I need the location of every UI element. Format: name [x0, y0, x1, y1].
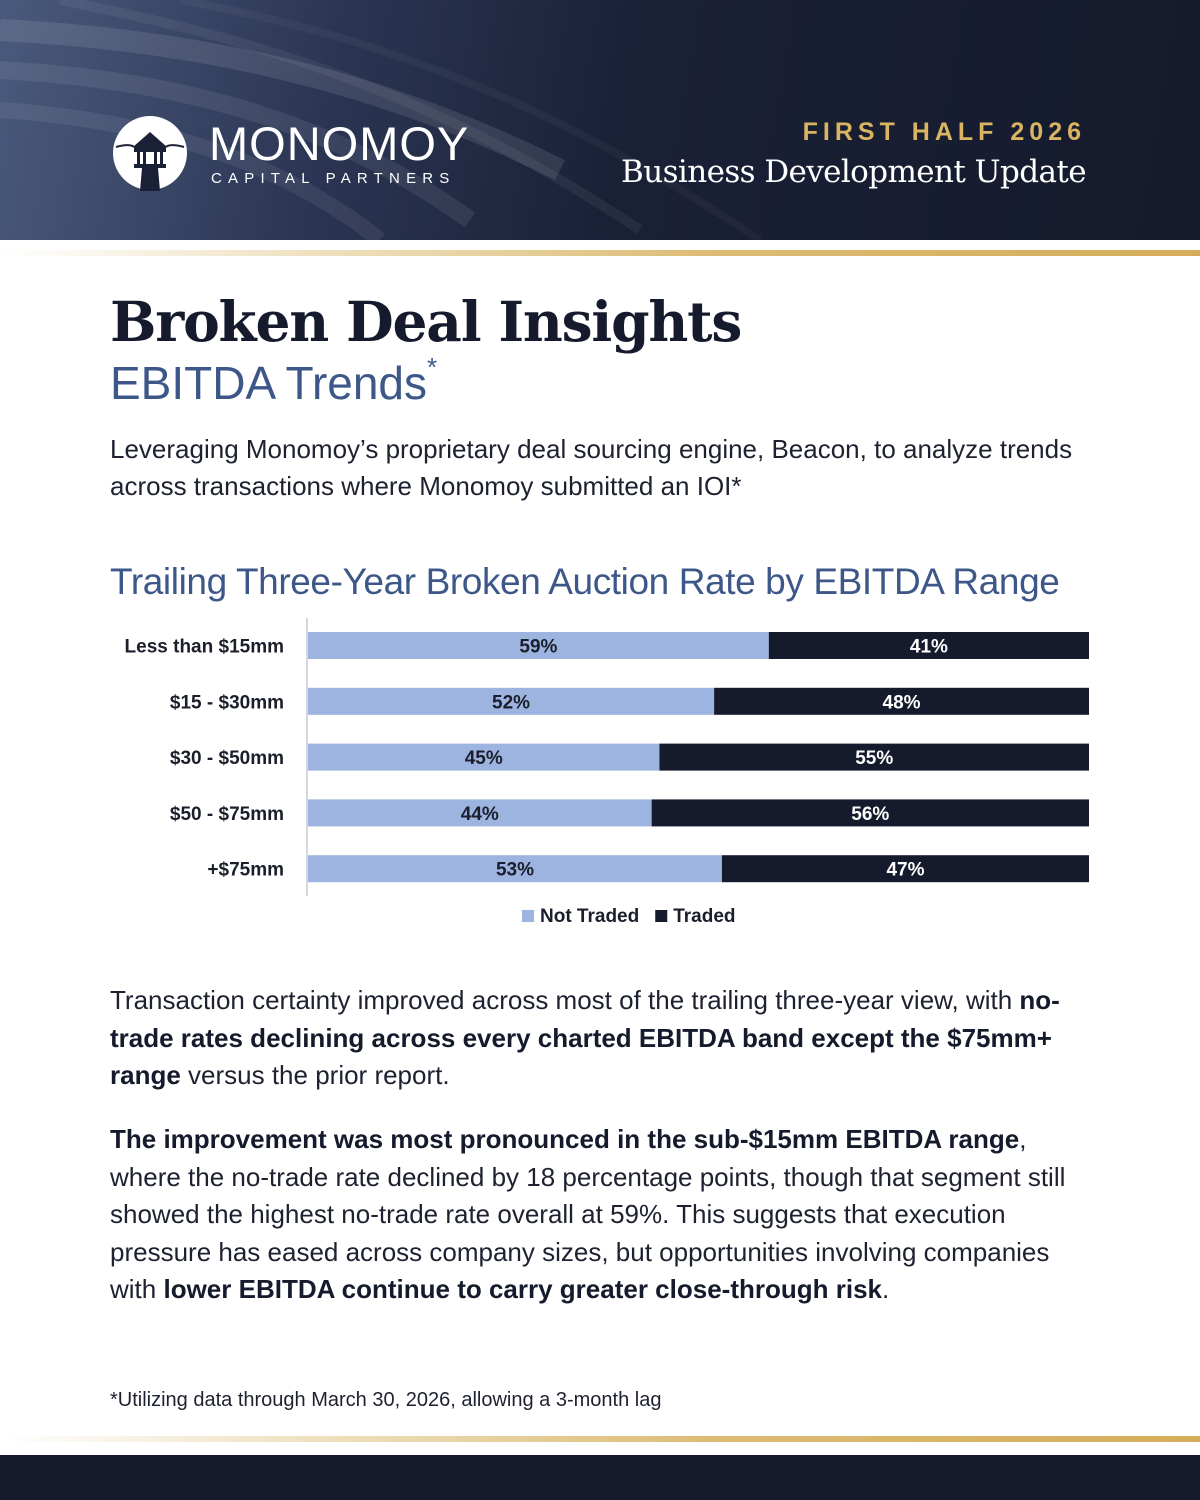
data-label: 44%: [461, 804, 499, 825]
bar-segment-not-traded: [308, 632, 769, 659]
lighthouse-logo-icon: [113, 116, 187, 191]
broken-auction-chart: Less than $15mm 59% 41% $15 - $30mm 52% 48% $3…: [0, 610, 1200, 950]
data-label: 53%: [496, 860, 534, 881]
body-paragraph-1: Transaction certainty improved across mo…: [110, 982, 1100, 1095]
bar-segment-traded: [651, 799, 1089, 827]
emphasis-text: no-trade rates declining across every ch…: [110, 985, 1060, 1090]
page-subtitle-text: EBITDA Trends: [110, 357, 428, 409]
body-text-segment: versus the prior report.: [180, 1060, 450, 1090]
intro-paragraph: Leveraging Monomoy’s proprietary deal so…: [110, 434, 1073, 501]
legend-label: Not Traded: [540, 906, 639, 927]
legend-swatch: [655, 910, 668, 922]
emphasis-text: lower EBITDA continue to carry greater c…: [163, 1274, 882, 1304]
legend-swatch: [522, 910, 534, 922]
data-label: 48%: [883, 692, 921, 713]
page-subtitle: EBITDA Trends*: [110, 352, 437, 410]
footnote: *Utilizing data through March 30, 2026, …: [110, 1389, 662, 1411]
bar-segment-traded: [768, 632, 1089, 659]
bar-segment-not-traded: [308, 855, 722, 883]
data-label: 55%: [855, 748, 893, 769]
body-text-segment: , where the no-trade rate declined by 18…: [110, 1124, 1066, 1304]
gold-divider-bottom: [0, 1436, 1200, 1442]
data-label: 56%: [851, 804, 889, 825]
bar-segment-not-traded: [308, 743, 660, 771]
category-label: Less than $15mm: [125, 637, 284, 658]
data-label: 47%: [886, 860, 924, 881]
report-title: Business Development Update: [621, 154, 1087, 190]
bar-segment-traded: [659, 743, 1089, 771]
page-title: Broken Deal Insights: [110, 289, 742, 354]
data-label: 41%: [910, 637, 948, 658]
body-text-segment: .: [882, 1274, 890, 1304]
body-text-segment: Transaction certainty improved across mo…: [110, 985, 1020, 1015]
category-label: $50 - $75mm: [170, 804, 284, 825]
bar-segment-traded: [714, 687, 1089, 715]
brand-tagline: CAPITAL PARTNERS: [211, 170, 456, 187]
chart-canvas: Less than $15mm 59% 41% $15 - $30mm 52% 48% $3…: [125, 618, 1089, 927]
footnote-marker: *: [427, 352, 438, 382]
header-banner: MONOMOY CAPITAL PARTNERS FIRST HALF 2026…: [0, 0, 1200, 240]
data-label: 45%: [465, 748, 503, 769]
gold-divider-top: [0, 250, 1200, 256]
data-label: 52%: [492, 692, 530, 713]
category-label: +$75mm: [207, 860, 284, 881]
report-period: FIRST HALF 2026: [802, 118, 1086, 146]
body-paragraph-2: The improvement was most pronounced in t…: [110, 1121, 1100, 1309]
header-wave-decoration: [0, 0, 763, 240]
bar-segment-not-traded: [308, 687, 715, 715]
category-label: $15 - $30mm: [170, 692, 284, 713]
category-label: $30 - $50mm: [170, 748, 284, 769]
monomoy-logo: MONOMOY CAPITAL PARTNERS: [112, 114, 492, 194]
chart-title: Trailing Three-Year Broken Auction Rate …: [110, 561, 1060, 602]
bar-segment-not-traded: [308, 799, 652, 827]
emphasis-text: The improvement was most pronounced in t…: [110, 1124, 1020, 1154]
legend-label: Traded: [673, 906, 735, 927]
bar-segment-traded: [721, 855, 1089, 883]
data-label: 59%: [519, 637, 557, 658]
footer-bar: [0, 1455, 1200, 1500]
brand-name: MONOMOY: [209, 117, 470, 170]
